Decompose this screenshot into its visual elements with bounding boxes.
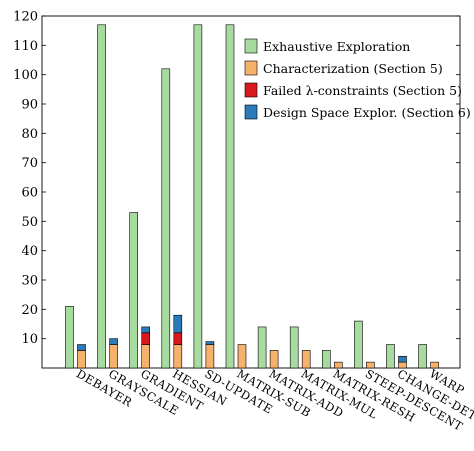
bar-seg-1-grayscale <box>109 344 118 369</box>
bar-seg-3-debayer <box>77 344 86 351</box>
bar-exhaustive-matrix-add <box>257 326 267 369</box>
bar-exhaustive-matrix-sub <box>225 24 235 369</box>
y-tick-label: 60 <box>21 186 38 201</box>
bar-seg-1-hessian <box>173 344 183 369</box>
legend-label: Exhaustive Exploration <box>263 39 410 54</box>
bar-seg-1-matrix-add <box>269 350 279 369</box>
y-tick-label: 120 <box>13 10 38 25</box>
bar-seg-2-hessian <box>173 332 183 345</box>
y-tick-label: 100 <box>13 68 38 83</box>
bar-seg-3-gradient <box>141 326 150 334</box>
bar-seg-3-hessian <box>173 314 183 334</box>
bar-seg-3-change-det <box>398 355 407 363</box>
bar-exhaustive-grayscale <box>97 24 106 369</box>
y-tick-label: 50 <box>21 215 38 230</box>
legend-label: Characterization (Section 5) <box>263 61 443 76</box>
y-tick-label: 40 <box>21 244 38 259</box>
bar-seg-2-gradient <box>141 332 150 345</box>
y-tick-label: 70 <box>21 156 38 171</box>
y-tick-label: 30 <box>21 274 38 289</box>
bar-seg-3-sd-update <box>205 341 215 345</box>
bar-seg-1-gradient <box>141 344 150 369</box>
legend-swatch <box>244 60 258 76</box>
legend-label: Failed λ-constraints (Section 5) <box>263 83 462 98</box>
x-axis: DEBAYERGRAYSCALEGRADIENTHESSIANSD-UPDATE… <box>74 366 474 433</box>
y-tick-label: 10 <box>21 332 38 347</box>
bar-exhaustive-sd-update <box>193 24 203 369</box>
bar-seg-1-steep-descent <box>366 361 375 369</box>
bar-exhaustive-matrix-resh <box>321 350 331 369</box>
bar-seg-1-debayer <box>77 350 86 369</box>
bar-exhaustive-steep-descent <box>354 320 363 369</box>
bar-seg-1-matrix-mul <box>301 350 311 369</box>
bar-exhaustive-hessian <box>161 68 171 369</box>
legend: Exhaustive Exploration Characterization (… <box>244 38 471 120</box>
bar-seg-1-sd-update <box>205 344 215 369</box>
y-tick-label: 20 <box>21 303 38 318</box>
legend-swatch <box>244 82 258 98</box>
bar-seg-3-grayscale <box>109 338 118 345</box>
bar-seg-1-matrix-resh <box>333 361 343 369</box>
y-tick-label: 80 <box>21 127 38 142</box>
legend-swatch <box>244 38 258 54</box>
bar-exhaustive-matrix-mul <box>289 326 299 369</box>
legend-swatch <box>244 104 258 120</box>
bar-exhaustive-warp <box>418 344 427 369</box>
bar-exhaustive-change-det <box>386 344 395 369</box>
y-tick-label: 90 <box>21 98 38 113</box>
y-tick-label: 110 <box>13 39 38 54</box>
bar-seg-1-matrix-sub <box>237 344 247 369</box>
bars-group <box>65 24 439 369</box>
legend-label: Design Space Explor. (Section 6) <box>263 105 471 120</box>
bar-seg-1-warp <box>430 361 439 369</box>
bar-exhaustive-debayer <box>65 306 74 369</box>
bar-exhaustive-gradient <box>129 212 138 369</box>
y-axis: 10 20 30 40 50 60 70 80 90 100 110 120 <box>13 10 460 347</box>
